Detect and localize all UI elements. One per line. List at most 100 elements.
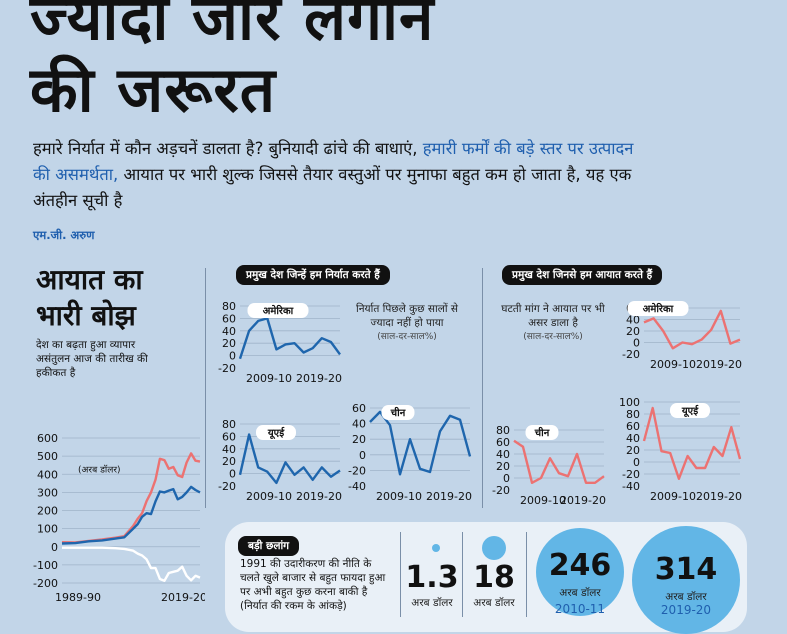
x-tick-label: 2009-10 xyxy=(650,490,696,503)
exports-note: निर्यात पिछले कुछ सालों से ज्यादा नहीं ह… xyxy=(352,302,462,344)
y-tick-label: 0 xyxy=(359,449,366,462)
y-tick-label: 500 xyxy=(37,450,58,463)
y-tick-label: -20 xyxy=(622,468,640,481)
y-tick-label: 60 xyxy=(496,436,510,449)
y-tick-label: -20 xyxy=(492,484,510,497)
y-tick-label: 20 xyxy=(222,337,236,350)
byline: एम.जी. अरुण xyxy=(33,228,95,242)
stat-value-4: 314 xyxy=(654,552,718,587)
y-tick-label: 0 xyxy=(633,456,640,469)
stat-bubble xyxy=(632,526,740,634)
sidebar-title-line-2: भारी बोझ xyxy=(36,299,136,332)
y-tick-label: 400 xyxy=(37,468,58,481)
exports-section-pill: प्रमुख देश जिन्हें हम निर्यात करते हैं xyxy=(236,265,390,285)
standfirst: हमारे निर्यात में कौन अड़चनें डालता है? … xyxy=(33,136,653,214)
standfirst-part-2: आयात पर भारी शुल्क जिससे तैयार वस्तुओं प… xyxy=(33,165,632,210)
y-tick-label: 60 xyxy=(352,402,366,415)
bottom-panel-pill: बड़ी छलांग xyxy=(238,536,300,556)
y-tick-label: 40 xyxy=(222,443,236,456)
y-tick-label: 40 xyxy=(352,418,366,431)
y-tick-label: -40 xyxy=(622,480,640,493)
y-tick-label: -200 xyxy=(33,577,58,590)
headline-line-2: की जरूरत xyxy=(30,53,277,126)
y-tick-label: 600 xyxy=(37,432,58,445)
y-tick-label: 60 xyxy=(626,420,640,433)
y-tick-label: -20 xyxy=(622,348,640,361)
y-tick-label: 40 xyxy=(222,325,236,338)
y-tick-label: 20 xyxy=(222,455,236,468)
y-tick-label: -20 xyxy=(218,362,236,375)
y-tick-label: 40 xyxy=(626,432,640,445)
stat-bubble xyxy=(482,536,506,560)
y-tick-label: 0 xyxy=(633,337,640,350)
y-tick-label: 0 xyxy=(229,350,236,363)
stat-bubble xyxy=(432,544,440,552)
x-tick-label: 2019-20 xyxy=(161,591,205,604)
imports-note: घटती मांग ने आयात पर भी असर डाला है (साल… xyxy=(498,302,608,344)
sidebar-title: आयात का भारी बोझ xyxy=(36,262,143,334)
separator xyxy=(482,268,483,508)
y-tick-label: 80 xyxy=(222,300,236,313)
x-tick-label: 2009-10 xyxy=(376,490,422,503)
stat-value-2: 18 xyxy=(473,560,515,595)
y-tick-label: -20 xyxy=(218,480,236,493)
unit-label: (अरब डॉलर) xyxy=(78,464,121,475)
country-label-bg xyxy=(247,303,309,318)
stat-unit-3: अरब डॉलर xyxy=(559,587,601,599)
country-label-bg xyxy=(525,425,559,440)
x-tick-label: 2019-20 xyxy=(296,490,342,503)
x-tick-label: 1989-90 xyxy=(55,591,101,604)
series-line-blue xyxy=(238,317,341,360)
sidebar-subtitle: देश का बढ़ता हुआ व्यापार असंतुलन आज की त… xyxy=(36,339,148,379)
headline-line-1: ज्यादा जोर लगाने xyxy=(30,0,435,54)
y-tick-label: 100 xyxy=(619,396,640,409)
stat-unit-4: अरब डॉलर xyxy=(665,591,707,603)
y-tick-label: 0 xyxy=(51,541,58,554)
country-label: यूएई xyxy=(267,426,285,440)
x-tick-label: 2009-10 xyxy=(520,494,566,507)
country-label: चीन xyxy=(534,426,550,439)
x-tick-label: 2019-20 xyxy=(296,372,342,385)
country-label: यूएई xyxy=(681,404,699,418)
separator xyxy=(400,532,401,617)
stat-value-1: 1.3 xyxy=(405,560,459,595)
y-tick-label: 20 xyxy=(352,433,366,446)
x-tick-label: 2009-10 xyxy=(650,358,696,371)
series-line-white xyxy=(62,546,201,583)
imports-note-unit: (साल-दर-साल%) xyxy=(523,332,583,342)
series-line-red xyxy=(643,309,741,350)
y-tick-label: -100 xyxy=(33,559,58,572)
y-tick-label: 0 xyxy=(229,468,236,481)
trade-balance-chart: -200 -100 0 100 200 300 400 500 600 1989-90 2019-2… xyxy=(33,432,205,604)
separator xyxy=(526,532,527,617)
imports-section-pill: प्रमुख देश जिनसे हम आयात करते हैं xyxy=(502,265,663,285)
country-label-bg xyxy=(381,405,415,420)
y-tick-label: 80 xyxy=(222,418,236,431)
separator xyxy=(205,268,206,508)
series-line-blue xyxy=(369,410,472,476)
x-tick-label: 2009-10 xyxy=(246,372,292,385)
y-tick-label: -20 xyxy=(348,464,366,477)
x-tick-label: 2019-20 xyxy=(696,358,742,371)
imports-note-text: घटती मांग ने आयात पर भी असर डाला है xyxy=(501,303,605,329)
y-tick-label: -40 xyxy=(348,480,366,493)
y-tick-label: 40 xyxy=(626,314,640,327)
y-tick-label: 300 xyxy=(37,486,58,499)
series-line-blue xyxy=(238,433,341,485)
y-tick-label: 80 xyxy=(626,408,640,421)
stat-year-4: 2019-20 xyxy=(660,603,712,617)
country-label-bg xyxy=(627,301,689,316)
standfirst-highlight: हमारी फर्मों की बड़े स्तर पर उत्पादन की … xyxy=(33,139,634,184)
exports-note-text: निर्यात पिछले कुछ सालों से ज्यादा नहीं ह… xyxy=(355,303,459,329)
country-label-bg xyxy=(256,425,296,440)
stat-unit-2: अरब डॉलर xyxy=(473,597,515,609)
y-tick-label: 60 xyxy=(222,312,236,325)
bottom-panel-text: 1991 की उदारीकरण की नीति के चलते खुले बा… xyxy=(240,558,386,612)
standfirst-part-1: हमारे निर्यात में कौन अड़चनें डालता है? … xyxy=(33,139,423,158)
stat-value-3: 246 xyxy=(548,548,612,583)
y-tick-label: 200 xyxy=(37,505,58,518)
y-tick-label: 100 xyxy=(37,523,58,536)
y-tick-label: 0 xyxy=(503,472,510,485)
